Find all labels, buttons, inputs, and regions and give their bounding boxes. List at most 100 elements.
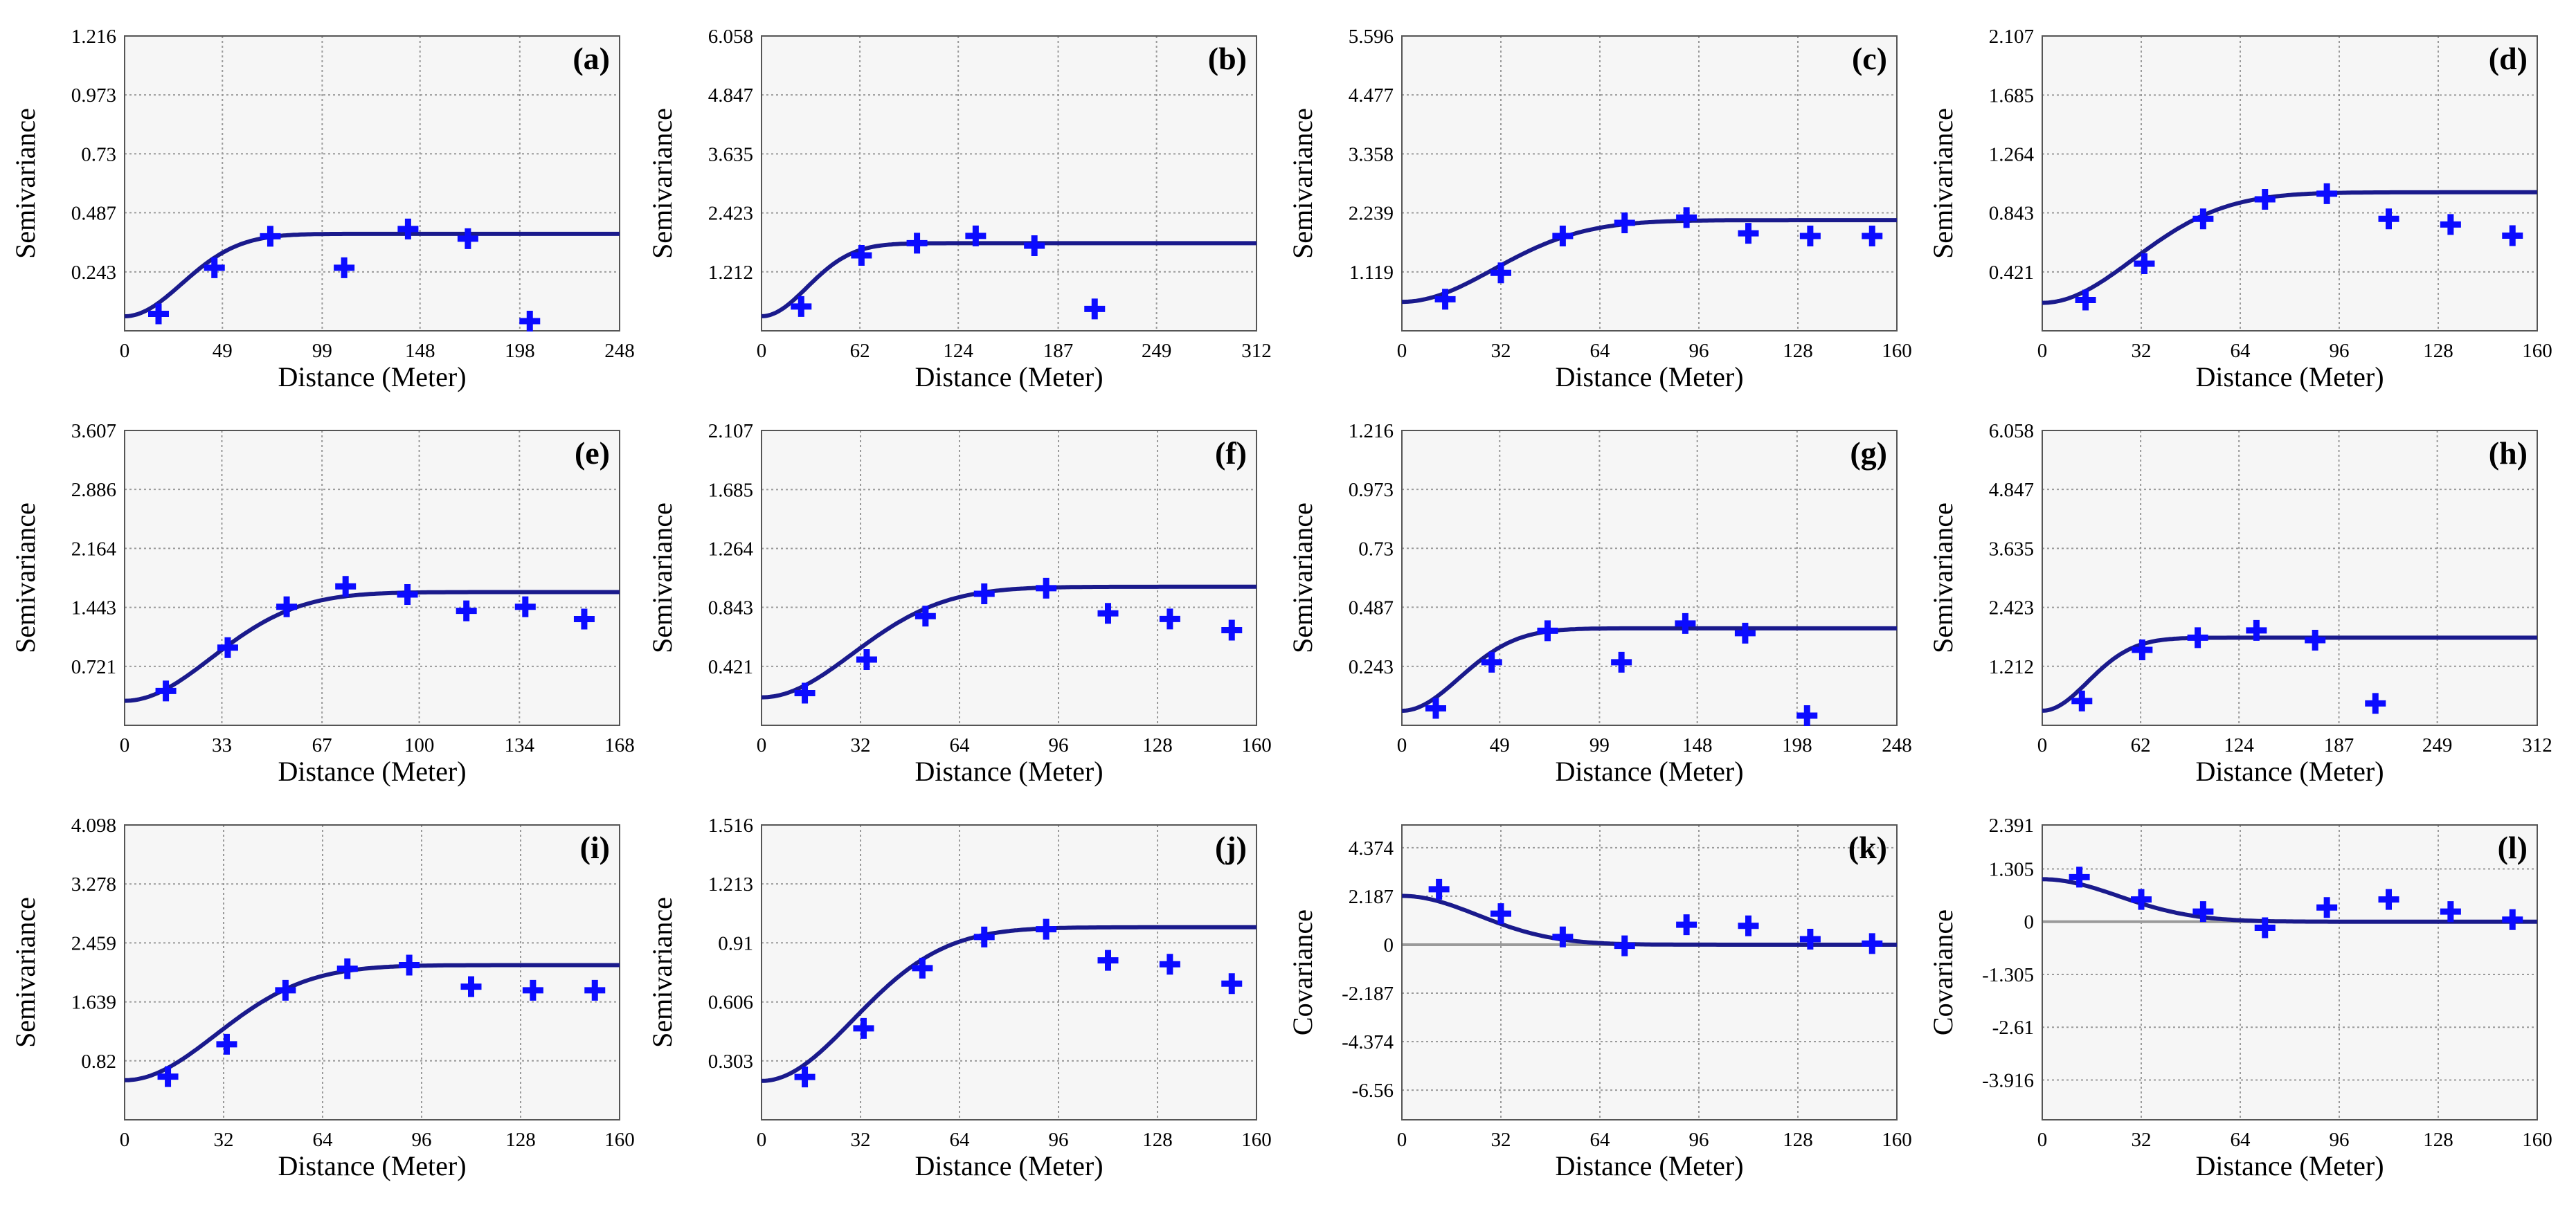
y-tick-label: -2.61: [1992, 1017, 2034, 1039]
data-point: [2192, 208, 2214, 230]
x-tick-label: 0: [2037, 340, 2048, 362]
model-curve: [1402, 218, 1897, 305]
x-tick-label: 32: [1491, 1129, 1511, 1151]
data-point: [1084, 298, 1106, 320]
x-tick-label: 96: [412, 1129, 432, 1151]
x-tick-label: 64: [313, 1129, 334, 1151]
y-axis-title: Semivariance: [647, 897, 678, 1048]
data-point: [1434, 289, 1456, 310]
model-curve: [1402, 893, 1897, 947]
y-tick-label: -1.305: [1982, 964, 2034, 986]
y-tick-label: 0: [1384, 934, 1394, 956]
data-point: [275, 979, 296, 1001]
plot-frame: [124, 430, 620, 726]
x-tick-label: 187: [1043, 340, 1074, 362]
data-point: [1490, 262, 1511, 284]
data-point: [260, 226, 281, 247]
x-tick-label: 96: [1049, 734, 1069, 756]
x-tick-label: 32: [851, 1129, 871, 1151]
y-axis-title: Semivariance: [647, 502, 678, 653]
data-point: [276, 596, 298, 617]
x-tick-label: 33: [212, 734, 232, 756]
data-point: [155, 680, 177, 702]
x-tick-label: 312: [2522, 734, 2552, 756]
model-curve: [761, 584, 1257, 700]
y-tick-label: 5.596: [1349, 26, 1394, 48]
panel-label: (a): [573, 41, 610, 76]
data-point: [157, 1066, 179, 1087]
x-tick-label: 96: [1689, 340, 1709, 362]
plot-area: [762, 36, 1257, 331]
x-tick-label: 160: [2522, 1129, 2552, 1151]
y-tick-label: 2.423: [708, 203, 753, 225]
y-tick-label: 2.187: [1349, 886, 1394, 908]
y-tick-label: 1.264: [1989, 143, 2035, 165]
data-point: [1738, 223, 1759, 244]
x-tick-label: 249: [1142, 340, 1172, 362]
x-tick-label: 128: [1783, 1129, 1813, 1151]
data-point: [1221, 619, 1243, 641]
data-point: [216, 1033, 237, 1055]
x-tick-label: 0: [757, 734, 767, 756]
data-point: [912, 957, 933, 979]
data-point: [1537, 620, 1558, 642]
y-tick-label: -2.187: [1342, 983, 1394, 1005]
x-tick-label: 96: [2330, 340, 2350, 362]
data-point: [2075, 289, 2096, 311]
data-point: [2071, 690, 2093, 711]
model-curve: [124, 231, 620, 318]
data-point: [1614, 212, 1635, 233]
panel-label: (e): [575, 435, 610, 471]
data-point: [1097, 603, 1119, 624]
x-tick-label: 32: [1491, 340, 1511, 362]
y-tick-label: 3.635: [1989, 538, 2034, 560]
data-point: [1490, 903, 1511, 925]
x-tick-label: 0: [120, 1129, 130, 1151]
plot-area: [2042, 825, 2537, 1120]
y-tick-label: 0.73: [81, 143, 116, 165]
y-tick-label: 3.358: [1349, 143, 1394, 165]
x-tick-label: 0: [1397, 734, 1407, 756]
data-point: [2069, 866, 2090, 888]
plot-frame: [761, 824, 1257, 1120]
plot-frame: [2042, 35, 2538, 332]
y-tick-label: 2.391: [1989, 815, 2034, 837]
data-point: [522, 979, 543, 1001]
y-tick-label: -6.56: [1352, 1080, 1394, 1102]
y-tick-label: 4.477: [1349, 84, 1394, 107]
data-point: [2192, 901, 2214, 923]
x-tick-label: 168: [604, 734, 635, 756]
model-curve: [2042, 877, 2537, 924]
model-curve: [124, 590, 620, 703]
y-tick-label: 0.973: [1349, 479, 1394, 501]
x-tick-label: 67: [312, 734, 332, 756]
panel-label: (j): [1215, 830, 1247, 865]
data-point: [399, 954, 420, 976]
plot-area: [125, 825, 620, 1120]
data-point: [794, 682, 816, 704]
data-point: [2316, 897, 2338, 918]
y-tick-label: 3.635: [708, 143, 753, 165]
plot-area: [1402, 430, 1897, 725]
x-tick-label: 64: [950, 734, 971, 756]
x-tick-label: 160: [2522, 340, 2552, 362]
y-tick-label: -4.374: [1342, 1031, 1394, 1053]
data-point: [584, 979, 606, 1001]
y-tick-label: 0.973: [71, 84, 116, 107]
data-point: [573, 608, 595, 630]
data-point: [1614, 935, 1635, 956]
data-point: [217, 637, 238, 658]
y-axis-title: Semivariance: [10, 108, 41, 259]
y-axis-title: Semivariance: [10, 897, 41, 1048]
x-tick-label: 99: [1589, 734, 1610, 756]
data-point: [2131, 889, 2152, 910]
panel-label: (f): [1215, 435, 1247, 471]
panel-label: (c): [1852, 41, 1887, 76]
data-point: [2254, 188, 2276, 210]
data-point: [1159, 954, 1180, 975]
data-point: [851, 245, 872, 266]
x-axis-title: Distance (Meter): [1555, 361, 1743, 392]
plot-frame: [1401, 430, 1898, 726]
y-tick-label: 0: [2024, 911, 2035, 934]
y-tick-label: 3.278: [71, 873, 116, 896]
